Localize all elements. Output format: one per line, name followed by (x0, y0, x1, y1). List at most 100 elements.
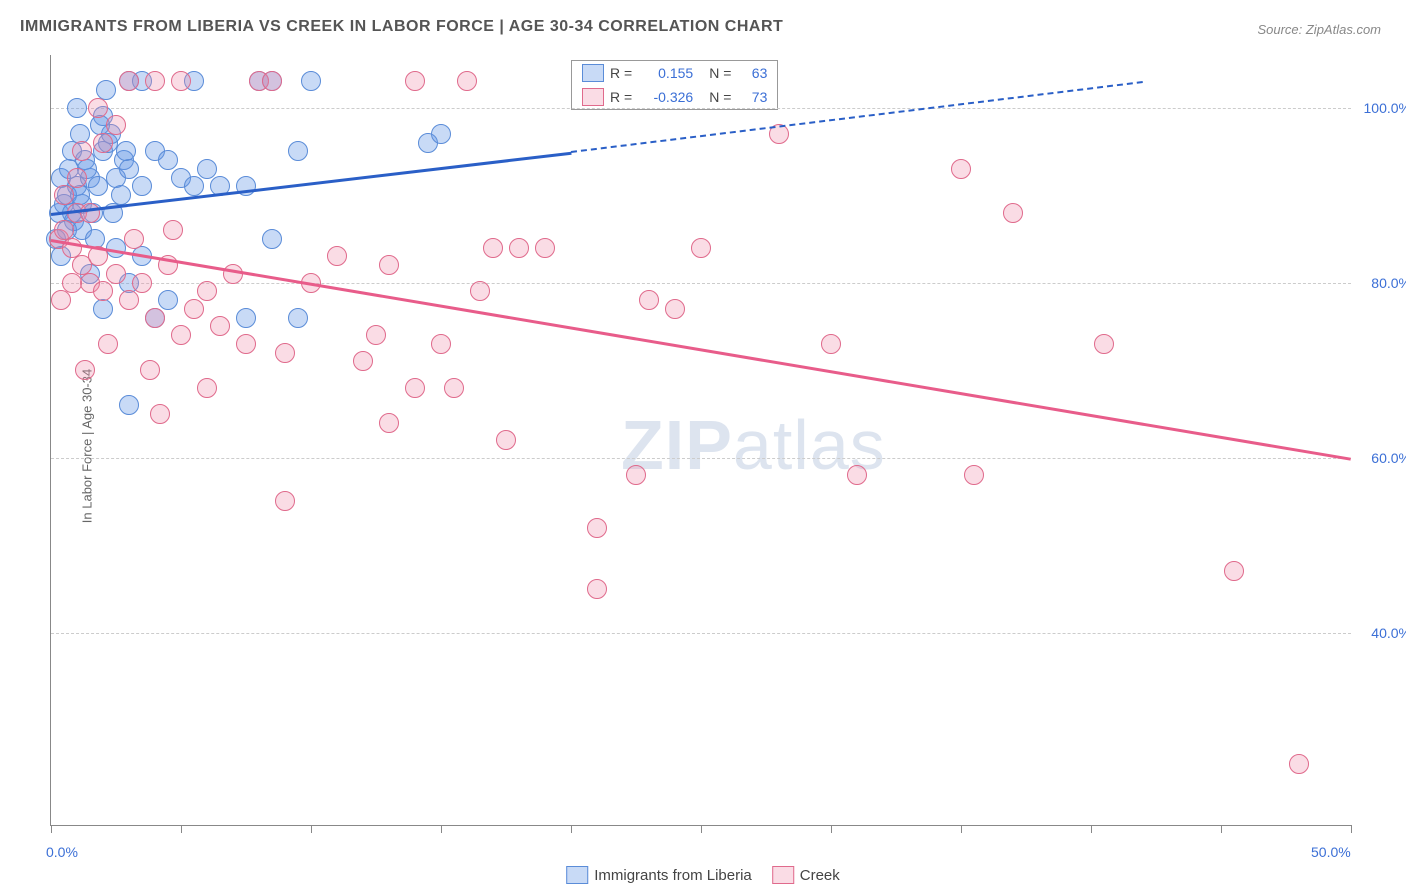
data-point (327, 246, 347, 266)
data-point (431, 124, 451, 144)
legend-item: Immigrants from Liberia (566, 866, 752, 884)
data-point (116, 141, 136, 161)
data-point (431, 334, 451, 354)
data-point (457, 71, 477, 91)
data-point (197, 281, 217, 301)
data-point (535, 238, 555, 258)
data-point (275, 491, 295, 511)
data-point (163, 220, 183, 240)
data-point (106, 264, 126, 284)
data-point (847, 465, 867, 485)
x-tick (831, 825, 832, 833)
data-point (93, 133, 113, 153)
data-point (210, 316, 230, 336)
data-point (951, 159, 971, 179)
data-point (262, 71, 282, 91)
data-point (197, 378, 217, 398)
r-value: 0.155 (638, 65, 693, 81)
data-point (106, 238, 126, 258)
data-point (262, 229, 282, 249)
gridline (51, 633, 1351, 634)
data-point (587, 579, 607, 599)
x-tick (181, 825, 182, 833)
data-point (119, 290, 139, 310)
legend-swatch (582, 88, 604, 106)
data-point (496, 430, 516, 450)
data-point (145, 71, 165, 91)
data-point (665, 299, 685, 319)
gridline (51, 108, 1351, 109)
data-point (821, 334, 841, 354)
x-tick (1221, 825, 1222, 833)
data-point (1224, 561, 1244, 581)
legend-swatch (772, 866, 794, 884)
data-point (1094, 334, 1114, 354)
data-point (88, 176, 108, 196)
legend-label: Creek (800, 867, 840, 884)
data-point (405, 71, 425, 91)
r-label: R = (610, 65, 632, 81)
series-legend: Immigrants from Liberia Creek (566, 866, 840, 884)
x-tick (1091, 825, 1092, 833)
data-point (379, 255, 399, 275)
data-point (197, 159, 217, 179)
data-point (150, 404, 170, 424)
data-point (67, 168, 87, 188)
data-point (509, 238, 529, 258)
y-tick-label: 100.0% (1364, 100, 1406, 116)
data-point (275, 343, 295, 363)
data-point (51, 290, 71, 310)
data-point (1289, 754, 1309, 774)
data-point (353, 351, 373, 371)
stats-legend-row: R = 0.155 N = 63 (572, 61, 777, 85)
data-point (124, 229, 144, 249)
data-point (236, 308, 256, 328)
data-point (301, 71, 321, 91)
y-tick-label: 40.0% (1371, 625, 1406, 641)
legend-swatch (566, 866, 588, 884)
data-point (223, 264, 243, 284)
data-point (132, 176, 152, 196)
x-tick (571, 825, 572, 833)
n-label: N = (709, 89, 731, 105)
n-value: 63 (737, 65, 767, 81)
data-point (444, 378, 464, 398)
chart-title: IMMIGRANTS FROM LIBERIA VS CREEK IN LABO… (20, 18, 783, 36)
legend-label: Immigrants from Liberia (594, 867, 752, 884)
data-point (626, 465, 646, 485)
x-tick (311, 825, 312, 833)
data-point (62, 273, 82, 293)
data-point (88, 98, 108, 118)
x-tick (701, 825, 702, 833)
data-point (158, 150, 178, 170)
x-tick (51, 825, 52, 833)
data-point (171, 71, 191, 91)
data-point (1003, 203, 1023, 223)
y-tick-label: 60.0% (1371, 450, 1406, 466)
n-label: N = (709, 65, 731, 81)
data-point (119, 159, 139, 179)
data-point (132, 273, 152, 293)
x-tick-label: 50.0% (1311, 844, 1351, 860)
legend-item: Creek (772, 866, 840, 884)
data-point (379, 413, 399, 433)
gridline (51, 458, 1351, 459)
data-point (184, 176, 204, 196)
data-point (67, 98, 87, 118)
source-citation: Source: ZipAtlas.com (1257, 22, 1381, 37)
scatter-chart: ZIPatlas R =0.155N =63R =-0.326N =73 40.… (50, 55, 1351, 826)
data-point (587, 518, 607, 538)
data-point (470, 281, 490, 301)
data-point (171, 325, 191, 345)
x-tick (441, 825, 442, 833)
correlation-stats-legend: R = 0.155 N = 63 R =-0.326N =73 (571, 60, 778, 110)
data-point (72, 141, 92, 161)
gridline (51, 283, 1351, 284)
data-point (184, 299, 204, 319)
data-point (93, 299, 113, 319)
stats-legend-row: R =-0.326N =73 (572, 85, 777, 109)
data-point (288, 308, 308, 328)
y-tick-label: 80.0% (1371, 275, 1406, 291)
x-tick (1351, 825, 1352, 833)
data-point (140, 360, 160, 380)
